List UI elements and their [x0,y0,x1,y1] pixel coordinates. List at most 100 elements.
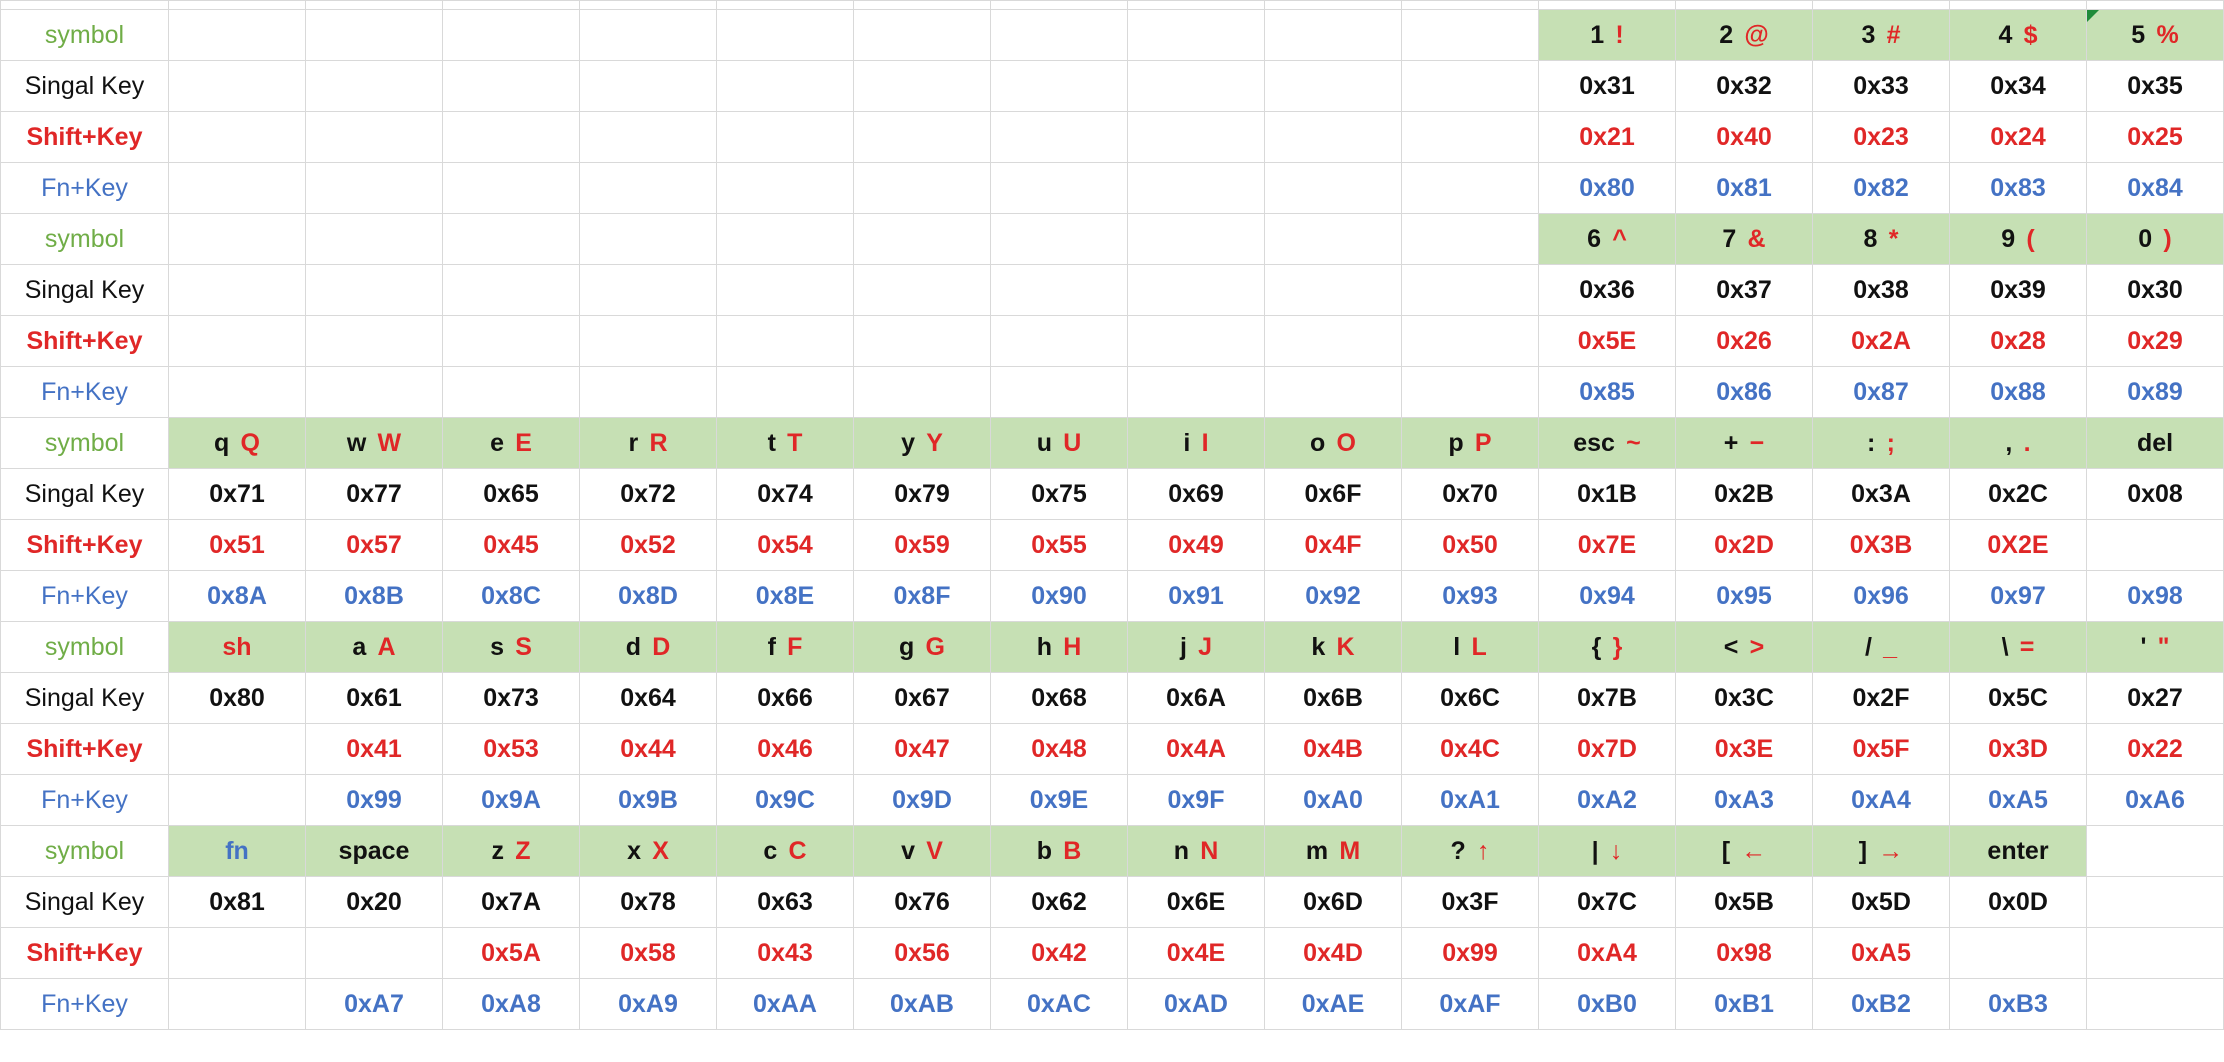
key-symbol-cell[interactable]: 3 # [1812,9,1950,61]
empty-cell[interactable] [716,60,854,112]
key-symbol-cell[interactable]: 6 ^ [1538,213,1676,265]
key-code-shift[interactable]: 0x46 [716,723,854,775]
key-code-fn[interactable]: 0xB2 [1812,978,1950,1030]
key-code-single[interactable]: 0x63 [716,876,854,928]
key-code-single[interactable]: 0x75 [990,468,1128,520]
empty-cell[interactable] [168,264,306,316]
empty-cell[interactable] [853,315,991,367]
key-code-single[interactable]: 0x0D [1949,876,2087,928]
empty-cell[interactable] [305,111,443,163]
empty-cell[interactable] [990,162,1128,214]
key-symbol-cell[interactable]: space [305,825,443,877]
empty-cell[interactable] [305,162,443,214]
empty-cell[interactable] [1264,111,1402,163]
empty-cell[interactable] [1127,111,1265,163]
key-code-fn[interactable]: 0x88 [1949,366,2087,418]
empty-cell[interactable] [1264,264,1402,316]
key-code-shift[interactable]: 0x4F [1264,519,1402,571]
key-code-single[interactable]: 0x80 [168,672,306,724]
key-code-shift[interactable]: 0x54 [716,519,854,571]
empty-cell[interactable] [579,111,717,163]
empty-cell[interactable] [1401,315,1539,367]
empty-cell[interactable] [853,213,991,265]
key-code-fn[interactable]: 0xA9 [579,978,717,1030]
key-code-shift[interactable]: 0x50 [1401,519,1539,571]
key-code-fn[interactable]: 0x9A [442,774,580,826]
key-code-single[interactable]: 0x73 [442,672,580,724]
key-code-shift[interactable]: 0xA4 [1538,927,1676,979]
key-code-shift[interactable]: 0x99 [1401,927,1539,979]
empty-cell[interactable] [990,366,1128,418]
key-code-single[interactable]: 0x61 [305,672,443,724]
key-symbol-cell[interactable]: del [2086,417,2224,469]
empty-cell[interactable] [2086,927,2224,979]
key-code-single[interactable]: 0x3F [1401,876,1539,928]
row-label-symbol[interactable]: symbol [0,417,169,469]
key-code-fn[interactable]: 0x89 [2086,366,2224,418]
empty-cell[interactable] [168,213,306,265]
empty-cell[interactable] [579,264,717,316]
key-code-single[interactable]: 0x20 [305,876,443,928]
empty-cell[interactable] [853,9,991,61]
key-code-shift[interactable]: 0x47 [853,723,991,775]
key-code-fn[interactable] [168,978,306,1030]
key-code-shift[interactable]: 0x4E [1127,927,1265,979]
key-code-shift[interactable]: 0x7D [1538,723,1676,775]
key-code-single[interactable]: 0x36 [1538,264,1676,316]
key-code-shift[interactable]: 0x45 [442,519,580,571]
key-code-fn[interactable]: 0x94 [1538,570,1676,622]
key-code-shift[interactable]: 0x28 [1949,315,2087,367]
key-code-fn[interactable]: 0x9F [1127,774,1265,826]
key-code-shift[interactable]: 0x25 [2086,111,2224,163]
empty-cell[interactable] [1401,264,1539,316]
empty-cell[interactable] [716,162,854,214]
key-code-shift[interactable]: 0x42 [990,927,1128,979]
key-code-fn[interactable]: 0xAD [1127,978,1265,1030]
empty-cell[interactable] [579,213,717,265]
empty-cell[interactable] [1127,213,1265,265]
empty-cell[interactable] [579,9,717,61]
key-code-shift[interactable]: 0x22 [2086,723,2224,775]
key-code-single[interactable]: 0x5D [1812,876,1950,928]
row-label-single[interactable]: Singal Key [0,468,169,520]
empty-cell[interactable] [1264,366,1402,418]
key-code-fn[interactable]: 0x87 [1812,366,1950,418]
row-label-symbol[interactable]: symbol [0,9,169,61]
row-label-symbol[interactable]: symbol [0,621,169,673]
empty-cell[interactable] [1127,264,1265,316]
key-code-fn[interactable]: 0xA7 [305,978,443,1030]
key-code-single[interactable]: 0x6F [1264,468,1402,520]
empty-cell[interactable] [305,9,443,61]
key-code-shift[interactable]: 0x40 [1675,111,1813,163]
key-code-single[interactable]: 0x66 [716,672,854,724]
key-symbol-cell[interactable]: \ = [1949,621,2087,673]
key-code-shift[interactable]: 0x56 [853,927,991,979]
empty-cell[interactable] [442,0,580,10]
key-code-fn[interactable]: 0xA6 [2086,774,2224,826]
empty-cell[interactable] [990,315,1128,367]
row-label-shift[interactable]: Shift+Key [0,111,169,163]
key-code-shift[interactable]: 0x29 [2086,315,2224,367]
key-code-single[interactable]: 0x2F [1812,672,1950,724]
key-symbol-cell[interactable]: | ↓ [1538,825,1676,877]
key-code-fn[interactable]: 0x99 [305,774,443,826]
key-symbol-cell[interactable]: 7 & [1675,213,1813,265]
key-symbol-cell[interactable]: ,. [1949,417,2087,469]
key-code-shift[interactable]: 0X2E [1949,519,2087,571]
key-code-fn[interactable]: 0xA0 [1264,774,1402,826]
key-code-single[interactable]: 0x74 [716,468,854,520]
empty-cell[interactable] [1401,60,1539,112]
key-symbol-cell[interactable]: ? ↑ [1401,825,1539,877]
empty-cell[interactable] [442,111,580,163]
empty-cell[interactable] [1812,0,1950,10]
row-label-fn[interactable]: Fn+Key [0,978,169,1030]
key-code-single[interactable]: 0x77 [305,468,443,520]
key-code-shift[interactable]: 0x43 [716,927,854,979]
row-label-symbol[interactable]: symbol [0,213,169,265]
key-code-fn[interactable]: 0x86 [1675,366,1813,418]
key-symbol-cell[interactable]: + − [1675,417,1813,469]
